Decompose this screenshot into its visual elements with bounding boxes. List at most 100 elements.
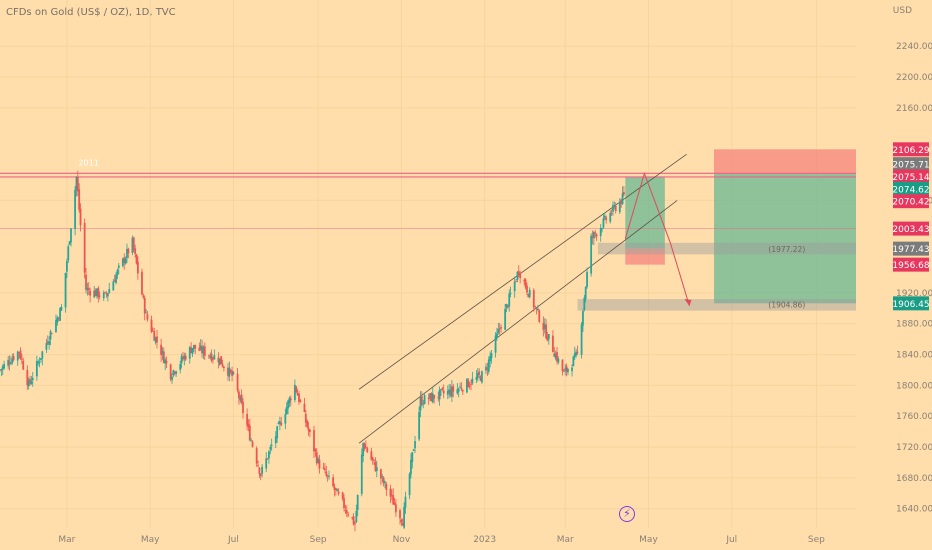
candle-body: [609, 212, 612, 222]
candle-body: [236, 373, 239, 391]
second-position-loss-zone: [714, 149, 856, 174]
candle-body: [586, 271, 588, 287]
candle-body: [446, 390, 449, 395]
candle-body: [65, 261, 68, 272]
candle-body: [105, 293, 108, 295]
projection: [624, 171, 692, 307]
drawings: [0, 153, 856, 444]
y-tick-label: 1720.00: [896, 443, 932, 453]
candle-body: [86, 287, 89, 291]
candle-body: [515, 281, 517, 282]
x-tick-label: Jul: [725, 535, 737, 545]
x-tick-label: Mar: [557, 535, 574, 545]
candle-body: [248, 425, 251, 441]
candle-body: [89, 290, 92, 296]
candle-body: [172, 370, 175, 375]
projection-path: [624, 171, 690, 307]
candle-body: [356, 494, 359, 511]
candle-body: [344, 510, 347, 512]
candle-body: [1, 366, 4, 370]
x-tick-label: Sep: [808, 535, 825, 545]
candle-body: [164, 359, 167, 364]
candle-body: [78, 189, 81, 210]
candle-body: [460, 388, 463, 390]
candle-body: [7, 359, 10, 366]
candle-body: [382, 477, 385, 484]
price-tag-label: 2074.62: [892, 185, 929, 195]
y-tick-label: 1760.00: [896, 412, 932, 422]
price-tag: [893, 221, 929, 236]
candle-body: [175, 371, 178, 375]
candle-body: [317, 458, 319, 463]
candle-body: [123, 257, 126, 263]
candle-body: [239, 396, 242, 401]
candle-body: [16, 351, 19, 361]
candle-body: [489, 356, 492, 361]
candle-body: [496, 333, 498, 338]
x-tick-label: Sep: [310, 535, 327, 545]
candle-body: [232, 372, 235, 375]
candle-body: [373, 459, 375, 461]
inline-price-label: (1904.86): [768, 301, 805, 310]
candle-body: [497, 328, 500, 334]
candle-body: [594, 232, 597, 234]
candle-body: [152, 330, 154, 332]
candle-body: [475, 376, 478, 380]
candle-body: [422, 403, 425, 405]
y-tick-label: 1640.00: [896, 505, 932, 515]
candle-body: [476, 372, 479, 378]
candle-body: [117, 265, 120, 268]
candle-body: [336, 489, 339, 492]
price-tag: [893, 181, 929, 196]
candle-body: [269, 446, 272, 450]
candle-body: [180, 356, 183, 364]
candle-body: [48, 341, 51, 345]
candle-body: [364, 446, 367, 449]
symbol-title: CFDs on Gold (US$ / OZ), 1D, TVC: [6, 7, 176, 18]
candle-body: [274, 436, 277, 444]
y-tick-label: 2160.00: [896, 104, 932, 114]
candle-body: [481, 371, 483, 383]
candle-body: [524, 279, 527, 288]
candle-body: [605, 217, 608, 221]
candle-body: [154, 337, 157, 343]
candle-body: [374, 462, 377, 472]
candle-body: [0, 369, 3, 371]
candle-body: [184, 355, 187, 360]
candle-body: [171, 376, 173, 381]
candle-body: [517, 271, 520, 275]
candle-body: [355, 510, 358, 523]
candle-body: [479, 376, 482, 381]
lightning-icon[interactable]: ⚡: [619, 506, 635, 522]
candle-body: [299, 400, 302, 402]
candle-body: [161, 350, 164, 354]
candle-body: [55, 320, 57, 332]
candle-body: [410, 459, 412, 475]
candle-body: [46, 341, 49, 344]
candle-body: [227, 367, 229, 376]
price-tag-label: 2075.71: [892, 161, 929, 171]
candle-body: [30, 381, 33, 384]
candle-body: [546, 336, 549, 341]
candle-body: [165, 361, 168, 364]
candle-body: [112, 281, 115, 291]
candle-body: [293, 384, 296, 401]
candle-body: [18, 352, 21, 354]
candle-body: [296, 393, 299, 396]
candle-body: [543, 324, 546, 329]
candle-body: [528, 289, 531, 298]
candle-body: [393, 502, 396, 505]
candle-body: [399, 510, 401, 519]
price-tag: [893, 142, 929, 157]
candle-body: [470, 383, 472, 385]
candle-body: [131, 237, 134, 253]
candles: [0, 170, 625, 532]
candle-body: [324, 468, 326, 471]
candle-body: [201, 346, 203, 354]
candle-body: [429, 393, 431, 398]
price-tag: [893, 257, 929, 272]
price-tag: [893, 169, 929, 184]
candle-body: [141, 271, 143, 295]
